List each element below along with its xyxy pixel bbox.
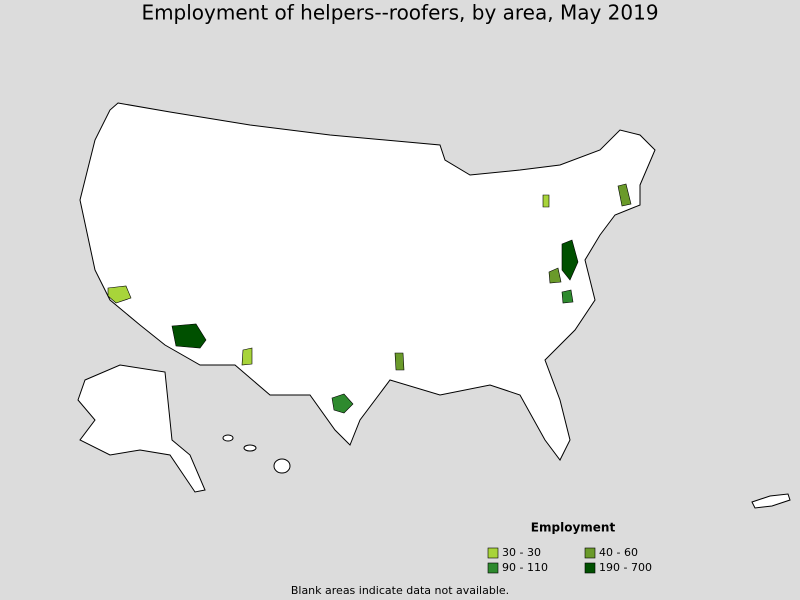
map-title: Employment of helpers--roofers, by area,… — [141, 1, 658, 25]
hawaii-island — [273, 458, 291, 474]
legend-label: 40 - 60 — [599, 546, 638, 559]
area — [617, 183, 632, 207]
area — [394, 352, 405, 371]
area — [107, 285, 132, 304]
legend-swatch — [584, 562, 596, 574]
legend-label: 190 - 700 — [599, 561, 652, 574]
area — [561, 239, 579, 281]
area — [331, 393, 354, 414]
area — [548, 267, 562, 284]
highlighted-areas — [107, 183, 632, 414]
legend-label: 30 - 30 — [502, 546, 541, 559]
hawaii-island — [243, 444, 257, 452]
legend: 30 - 30 40 - 60 90 - 110 190 - 700 — [487, 546, 652, 574]
area — [561, 289, 574, 304]
legend-swatch — [584, 547, 596, 559]
hawaii-island — [222, 434, 234, 442]
legend-title: Employment — [531, 521, 616, 535]
alaska — [77, 364, 206, 493]
note: Blank areas indicate data not available. — [291, 584, 509, 597]
area — [171, 323, 207, 349]
area — [241, 347, 253, 366]
contiguous-us — [79, 102, 656, 461]
legend-swatch — [487, 547, 499, 559]
area — [542, 194, 550, 208]
legend-swatch — [487, 562, 499, 574]
puerto-rico — [751, 493, 791, 509]
legend-label: 90 - 110 — [502, 561, 548, 574]
